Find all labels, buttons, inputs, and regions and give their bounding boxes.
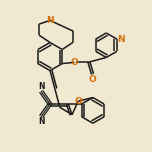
Text: N: N [38, 81, 45, 91]
Text: O: O [88, 75, 96, 84]
Text: N: N [118, 35, 125, 44]
Text: O: O [74, 97, 82, 106]
Text: N: N [46, 16, 54, 25]
Text: N: N [38, 117, 45, 126]
Text: O: O [71, 58, 78, 67]
